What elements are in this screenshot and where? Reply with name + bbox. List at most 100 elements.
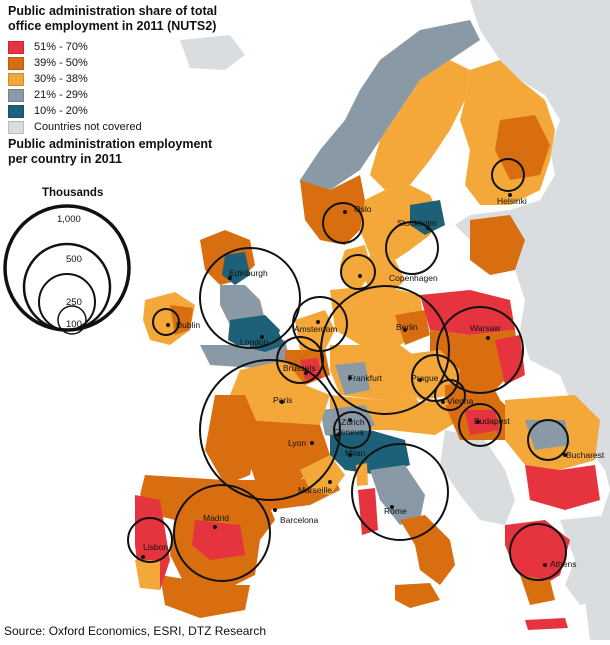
- legend-swatch: [8, 120, 24, 134]
- city-label-athens: Athens: [550, 559, 576, 569]
- region-uk-london: [250, 325, 285, 352]
- city-dot: [336, 433, 340, 437]
- legend-swatch: [8, 88, 24, 102]
- circle-helsinki: [491, 158, 525, 192]
- region-netherlands: [295, 310, 335, 350]
- city-label-bucharest: Bucharest: [566, 450, 605, 460]
- region-spain-madrid: [192, 520, 245, 560]
- city-dot: [358, 274, 362, 278]
- city-dot: [304, 371, 308, 375]
- region-not-covered-east: [455, 0, 610, 640]
- circle-spain: [173, 484, 271, 582]
- city-label-paris: Paris: [273, 395, 292, 405]
- city-dot: [390, 505, 394, 509]
- size-label-250: 250: [66, 297, 82, 308]
- legend-items: 51% - 70% 39% - 50% 30% - 38% 21% - 29% …: [8, 39, 233, 135]
- circle-austria: [434, 379, 466, 411]
- size-circle-250: [38, 273, 96, 331]
- region-greece-south: [520, 575, 555, 605]
- city-label-brussels: Brussels: [283, 363, 316, 373]
- city-dot: [543, 563, 547, 567]
- circle-greece: [509, 523, 567, 581]
- region-spain-north: [140, 475, 275, 540]
- circle-italy: [351, 443, 449, 541]
- city-label-london: London: [240, 337, 269, 347]
- legend-item-10-20: 10% - 20%: [8, 103, 233, 119]
- legend-swatch: [8, 104, 24, 118]
- legend-item-not-covered: Countries not covered: [8, 119, 233, 135]
- region-germany-frankfurt: [335, 362, 370, 395]
- legend-swatch: [8, 72, 24, 86]
- circle-hungary: [458, 403, 502, 447]
- region-spain-south: [160, 575, 250, 618]
- city-label-warsaw: Warsaw: [470, 323, 501, 333]
- region-corsica: [356, 463, 368, 486]
- circle-poland: [436, 306, 524, 394]
- region-finland-north: [495, 115, 550, 180]
- region-norway-south: [300, 175, 365, 245]
- legend-item-label: 10% - 20%: [34, 105, 88, 117]
- region-italy-sicily: [395, 583, 440, 608]
- city-label-vienna: Vienna: [447, 396, 474, 406]
- city-label-geneva: Geneva: [334, 427, 364, 437]
- city-dot: [508, 193, 512, 197]
- region-france-west: [205, 395, 260, 485]
- legend-item-label: 51% - 70%: [34, 41, 88, 53]
- city-dot: [343, 210, 347, 214]
- size-circle-100: [57, 305, 87, 335]
- circle-stockholm: [385, 221, 439, 275]
- legend: Public administration share of total off…: [8, 4, 233, 167]
- city-label-frankfurt: Frankfurt: [348, 373, 383, 383]
- region-not-covered-iceland: [180, 35, 245, 70]
- size-unit-label: Thousands: [42, 187, 104, 199]
- region-baltics: [470, 215, 525, 275]
- legend-item-30-38: 30% - 38%: [8, 71, 233, 87]
- city-dot: [166, 323, 170, 327]
- size-label-100: 100: [66, 319, 82, 330]
- city-label-marseille: Marseille: [298, 485, 332, 495]
- legend-swatch: [8, 40, 24, 54]
- circle-uk: [199, 247, 301, 349]
- legend-item-39-50: 39% - 50%: [8, 55, 233, 71]
- city-dot: [213, 525, 217, 529]
- city-label-madrid: Madrid: [203, 513, 229, 523]
- region-sweden-north: [370, 60, 470, 190]
- circle-dublin: [152, 308, 180, 336]
- city-dot: [273, 508, 277, 512]
- city-label-budapest: Budapest: [474, 416, 511, 426]
- circle-copenhagen: [340, 254, 376, 290]
- circle-czech: [411, 354, 459, 402]
- region-romania-west: [525, 420, 570, 450]
- circle-portugal: [127, 517, 173, 563]
- region-greece: [505, 520, 570, 590]
- city-label-stockholm: Stockholm: [397, 218, 437, 228]
- circle-switzerland: [333, 411, 371, 449]
- circle-romania: [527, 419, 569, 461]
- city-label-edinburgh: Edinburgh: [229, 268, 268, 278]
- region-italy-south: [400, 515, 455, 585]
- region-germany-berlin: [395, 310, 430, 345]
- region-sweden-south: [360, 255, 405, 295]
- region-italy-milan: [340, 440, 372, 462]
- city-label-copenhagen: Copenhagen: [389, 273, 438, 283]
- region-crete: [525, 618, 568, 630]
- city-dot: [310, 441, 314, 445]
- legend-size-title: Public administration employment per cou…: [8, 137, 213, 166]
- circle-germany: [320, 285, 450, 415]
- city-dot: [348, 418, 352, 422]
- region-not-covered-turkey: [560, 515, 610, 605]
- legend-title: Public administration share of total off…: [8, 4, 218, 33]
- city-dot: [228, 276, 232, 280]
- city-dot: [476, 420, 480, 424]
- city-label-dublin: Dublin: [176, 320, 200, 330]
- legend-swatch: [8, 56, 24, 70]
- region-hungary-budapest: [465, 410, 500, 435]
- legend-item-label: 39% - 50%: [34, 57, 88, 69]
- circle-oslo: [322, 202, 364, 244]
- city-label-lisbon: Lisbon: [143, 542, 168, 552]
- city-label-helsinki: Helsinki: [497, 196, 527, 206]
- legend-item-label: 21% - 29%: [34, 89, 88, 101]
- region-not-covered-balkans: [440, 430, 515, 525]
- region-portugal-south: [135, 560, 160, 590]
